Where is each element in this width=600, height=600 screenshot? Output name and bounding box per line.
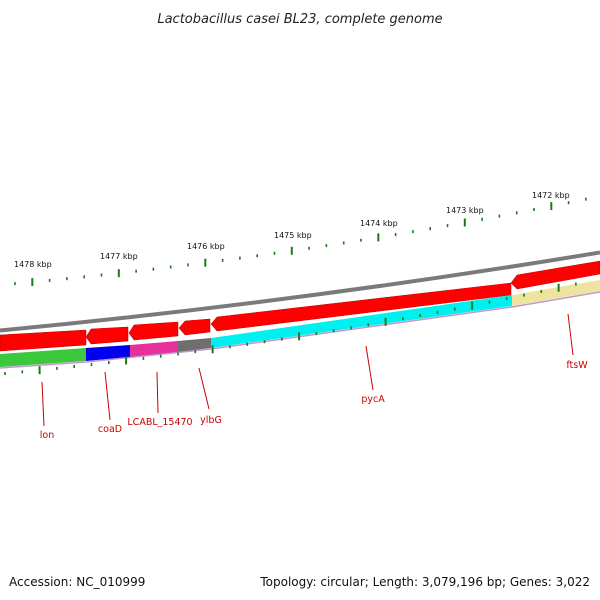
gene-label-coaD: coaD	[98, 424, 122, 435]
forward-gene-1	[0, 329, 87, 352]
reverse-strand-features	[0, 280, 600, 369]
gene-labels: lon coaD LCABL_15470 ylbG pycA ftsW	[40, 360, 588, 441]
scale-label-1472: 1472 kbp	[532, 191, 570, 200]
forward-gene-6	[510, 260, 600, 290]
gene-label-LCABL_15470: LCABL_15470	[127, 417, 192, 428]
scale-labels: 1478 kbp 1477 kbp 1476 kbp 1475 kbp 1474…	[14, 191, 570, 269]
accession-text: Accession: NC_010999	[9, 575, 145, 589]
scale-label-1474: 1474 kbp	[360, 219, 398, 228]
scale-label-1478: 1478 kbp	[14, 260, 52, 269]
leader-ylbG	[198, 367, 210, 410]
feature-ftsW	[512, 280, 600, 306]
reverse-strand-baseline	[0, 291, 600, 369]
leader-coaD	[104, 371, 111, 421]
forward-gene-5	[210, 282, 512, 332]
gene-label-ylbG: ylbG	[200, 415, 222, 426]
label-leaders	[41, 313, 574, 427]
map-title: Lactobacillus casei BL23, complete genom…	[157, 12, 442, 27]
gene-label-lon: lon	[40, 430, 54, 441]
forward-gene-4	[178, 318, 211, 336]
forward-gene-2	[85, 326, 129, 345]
scale-label-1476: 1476 kbp	[187, 242, 225, 251]
leader-pycA	[365, 345, 374, 391]
leader-ftsW	[567, 313, 574, 356]
feature-coaD	[86, 345, 130, 361]
gene-label-ftsW: ftsW	[566, 360, 588, 371]
lower-ticks	[4, 282, 577, 376]
gene-label-pycA: pycA	[361, 394, 385, 405]
forward-gene-3	[128, 321, 179, 341]
scale-label-1473: 1473 kbp	[446, 206, 484, 215]
leader-LCABL_15470	[156, 371, 159, 414]
feature-lon	[0, 348, 86, 367]
scale-label-1477: 1477 kbp	[100, 252, 138, 261]
leader-lon	[41, 381, 45, 427]
genome-backbone	[0, 250, 600, 333]
forward-strand-genes	[0, 260, 600, 352]
feature-pycA	[211, 295, 512, 348]
genome-summary-text: Topology: circular; Length: 3,079,196 bp…	[259, 575, 590, 589]
scale-ticks	[14, 197, 587, 287]
feature-ylbG	[178, 338, 211, 352]
scale-label-1475: 1475 kbp	[274, 231, 312, 240]
